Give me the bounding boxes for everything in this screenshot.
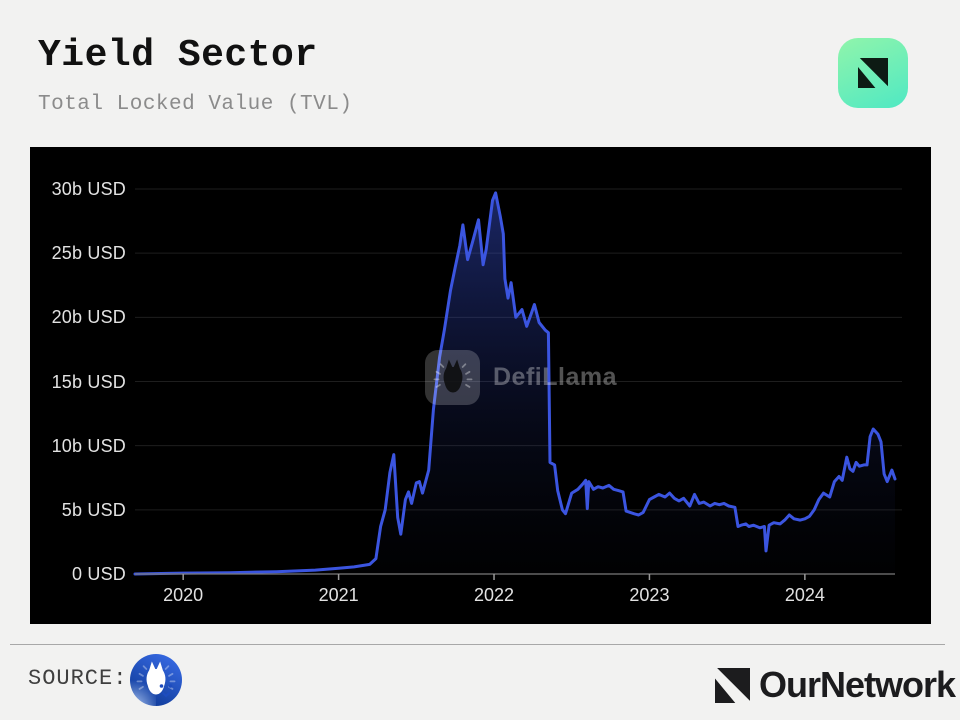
footer-divider <box>10 644 945 645</box>
page-title: Yield Sector <box>38 34 318 77</box>
tvl-line <box>133 191 897 576</box>
ournetwork-n-icon <box>858 58 888 88</box>
tvl-area-chart <box>133 188 902 580</box>
ournetwork-brand-lockup: OurNetwork <box>715 664 956 706</box>
defillama-watermark: .llama-dashes{stroke:rgba(255,255,255,0.… <box>425 350 617 405</box>
ournetwork-logo-badge <box>838 38 908 108</box>
y-axis-tick-label: 5b USD <box>61 499 126 520</box>
x-axis-tick-label: 2023 <box>629 585 670 605</box>
x-axis-tick-label: 2022 <box>473 585 515 605</box>
x-axis-tick-label: 2024 <box>784 585 825 605</box>
y-axis-tick-label: 30b USD <box>51 179 126 199</box>
x-axis-tick-label: 2021 <box>318 585 359 605</box>
ournetwork-n-icon <box>715 668 750 703</box>
brand-name: OurNetwork <box>759 664 956 705</box>
y-axis-tick-label: 0 USD <box>71 564 126 584</box>
x-axis-tick-label: 2020 <box>163 585 204 605</box>
defillama-llama-icon <box>130 654 182 706</box>
source-label: SOURCE: <box>28 666 128 691</box>
y-axis-tick-label: 15b USD <box>51 371 126 392</box>
defillama-llama-icon: .llama-dashes{stroke:rgba(255,255,255,0.… <box>425 350 480 405</box>
x-axis-ticks <box>182 574 806 580</box>
tvl-area-fill <box>135 192 895 574</box>
tvl-chart-panel: .llama-dashes{stroke:rgba(255,255,255,0.… <box>30 147 931 624</box>
page-subtitle: Total Locked Value (TVL) <box>38 93 353 116</box>
y-axis-tick-label: 10b USD <box>51 435 126 456</box>
watermark-text: DefiLlama <box>493 363 617 391</box>
y-axis-tick-label: 25b USD <box>51 243 126 264</box>
y-axis-tick-label: 20b USD <box>51 307 126 328</box>
llama-glyph <box>134 657 178 698</box>
